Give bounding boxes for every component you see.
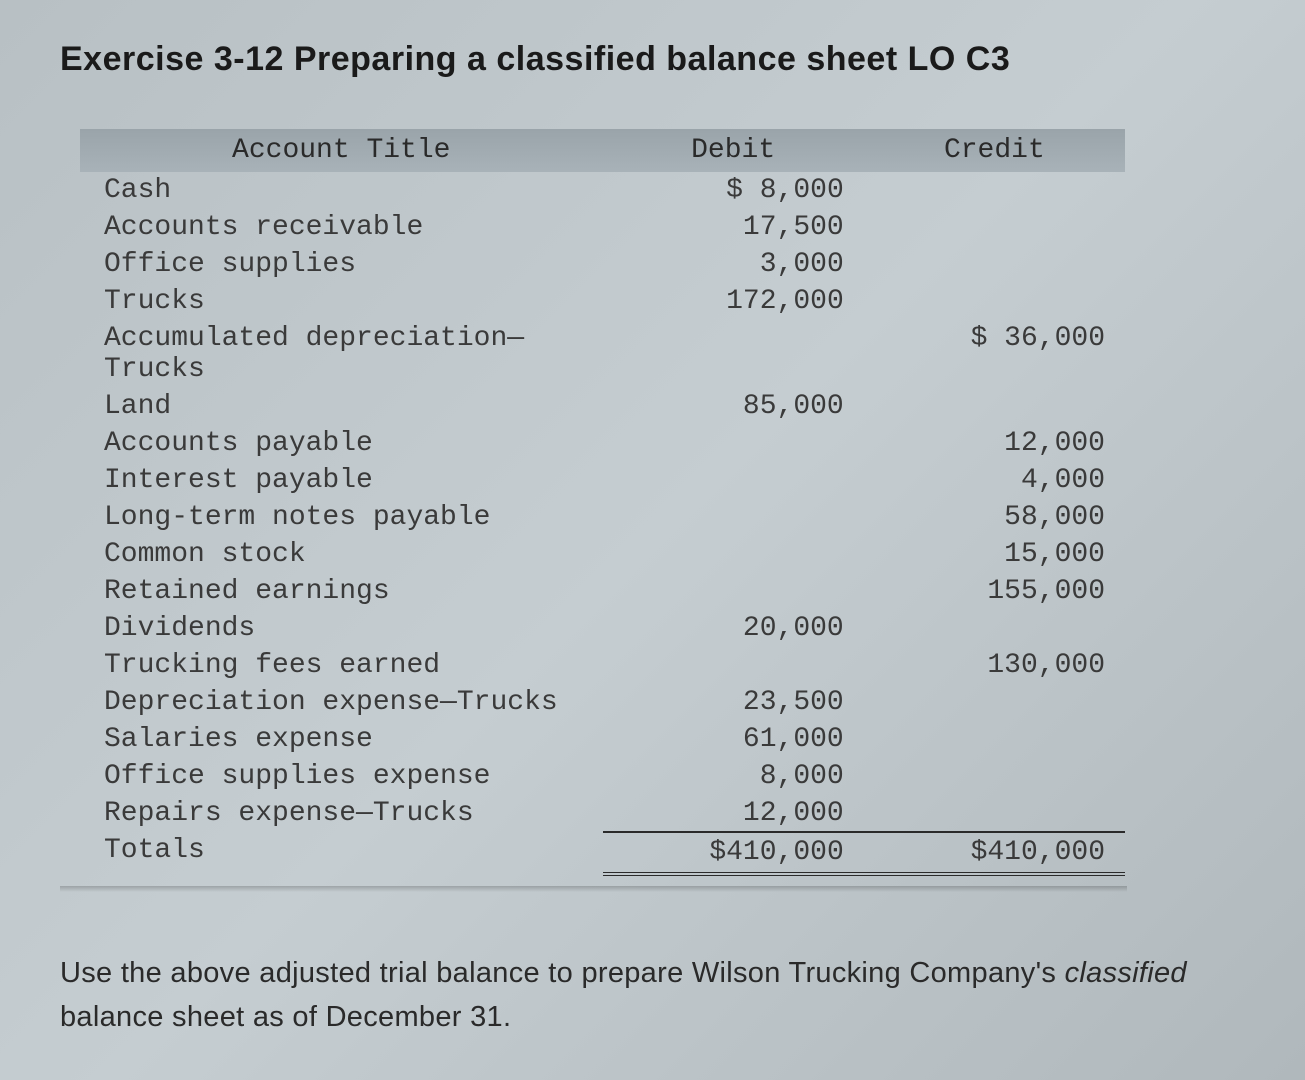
- account-title-cell: Depreciation expense—Trucks: [80, 684, 603, 721]
- credit-cell: [864, 758, 1125, 795]
- account-title-cell: Interest payable: [80, 462, 603, 499]
- trial-balance-table-container: Account Title Debit Credit Cash$ 8,000Ac…: [80, 129, 1125, 876]
- debit-cell: 17,500: [603, 209, 864, 246]
- credit-cell: [864, 684, 1125, 721]
- table-header-row: Account Title Debit Credit: [80, 129, 1125, 172]
- credit-cell: $ 36,000: [864, 320, 1125, 388]
- table-row: Depreciation expense—Trucks23,500: [80, 684, 1125, 721]
- credit-cell: 15,000: [864, 536, 1125, 573]
- credit-cell: [864, 388, 1125, 425]
- credit-cell: [864, 172, 1125, 209]
- account-title-cell: Office supplies expense: [80, 758, 603, 795]
- account-title-cell: Common stock: [80, 536, 603, 573]
- debit-cell: $ 8,000: [603, 172, 864, 209]
- account-title-cell: Office supplies: [80, 246, 603, 283]
- debit-cell: 23,500: [603, 684, 864, 721]
- credit-cell: [864, 283, 1125, 320]
- table-row: Cash$ 8,000: [80, 172, 1125, 209]
- debit-cell: [603, 425, 864, 462]
- table-row: Office supplies3,000: [80, 246, 1125, 283]
- debit-cell: [603, 536, 864, 573]
- account-title-cell: Accounts receivable: [80, 209, 603, 246]
- credit-cell: 58,000: [864, 499, 1125, 536]
- account-title-cell: Accounts payable: [80, 425, 603, 462]
- debit-cell: [603, 647, 864, 684]
- debit-cell: 61,000: [603, 721, 864, 758]
- table-row: Trucks172,000: [80, 283, 1125, 320]
- credit-cell: 155,000: [864, 573, 1125, 610]
- table-row: Accumulated depreciation—Trucks $ 36,000: [80, 320, 1125, 388]
- table-row: Long-term notes payable 58,000: [80, 499, 1125, 536]
- account-title-cell: Cash: [80, 172, 603, 209]
- table-row: Accounts receivable17,500: [80, 209, 1125, 246]
- credit-cell: [864, 721, 1125, 758]
- debit-cell: [603, 462, 864, 499]
- totals-label-cell: Totals: [80, 832, 603, 874]
- trial-balance-table: Account Title Debit Credit Cash$ 8,000Ac…: [80, 129, 1125, 876]
- table-row: Interest payable 4,000: [80, 462, 1125, 499]
- account-title-cell: Trucks: [80, 283, 603, 320]
- instruction-italic: classified: [1065, 957, 1187, 989]
- credit-cell: 12,000: [864, 425, 1125, 462]
- table-row: Dividends20,000: [80, 610, 1125, 647]
- credit-cell: [864, 610, 1125, 647]
- table-row: Repairs expense—Trucks12,000: [80, 795, 1125, 832]
- account-title-cell: Retained earnings: [80, 573, 603, 610]
- instruction-part1: Use the above adjusted trial balance to …: [60, 957, 1065, 989]
- totals-credit-cell: $410,000: [864, 832, 1125, 874]
- table-row: Salaries expense61,000: [80, 721, 1125, 758]
- account-title-cell: Accumulated depreciation—Trucks: [80, 320, 603, 388]
- credit-cell: [864, 209, 1125, 246]
- credit-cell: [864, 246, 1125, 283]
- credit-cell: 130,000: [864, 647, 1125, 684]
- debit-cell: 20,000: [603, 610, 864, 647]
- account-title-cell: Salaries expense: [80, 721, 603, 758]
- instruction-text: Use the above adjusted trial balance to …: [60, 952, 1245, 1039]
- debit-cell: [603, 499, 864, 536]
- table-row: Common stock 15,000: [80, 536, 1125, 573]
- account-title-cell: Repairs expense—Trucks: [80, 795, 603, 832]
- debit-cell: 3,000: [603, 246, 864, 283]
- debit-cell: [603, 573, 864, 610]
- debit-cell: 8,000: [603, 758, 864, 795]
- exercise-title: Exercise 3-12 Preparing a classified bal…: [60, 40, 1245, 79]
- table-row: Trucking fees earned 130,000: [80, 647, 1125, 684]
- debit-cell: 12,000: [603, 795, 864, 832]
- debit-cell: [603, 320, 864, 388]
- instruction-part2: balance sheet as of December 31.: [60, 1001, 511, 1033]
- header-account-title: Account Title: [80, 129, 603, 172]
- account-title-cell: Trucking fees earned: [80, 647, 603, 684]
- header-debit: Debit: [603, 129, 864, 172]
- totals-row: Totals$410,000$410,000: [80, 832, 1125, 874]
- debit-cell: 172,000: [603, 283, 864, 320]
- credit-cell: [864, 795, 1125, 832]
- account-title-cell: Dividends: [80, 610, 603, 647]
- debit-cell: 85,000: [603, 388, 864, 425]
- table-shadow: [60, 886, 1127, 892]
- table-row: Office supplies expense8,000: [80, 758, 1125, 795]
- table-row: Accounts payable 12,000: [80, 425, 1125, 462]
- totals-debit-cell: $410,000: [603, 832, 864, 874]
- table-row: Retained earnings 155,000: [80, 573, 1125, 610]
- credit-cell: 4,000: [864, 462, 1125, 499]
- account-title-cell: Long-term notes payable: [80, 499, 603, 536]
- account-title-cell: Land: [80, 388, 603, 425]
- header-credit: Credit: [864, 129, 1125, 172]
- table-row: Land85,000: [80, 388, 1125, 425]
